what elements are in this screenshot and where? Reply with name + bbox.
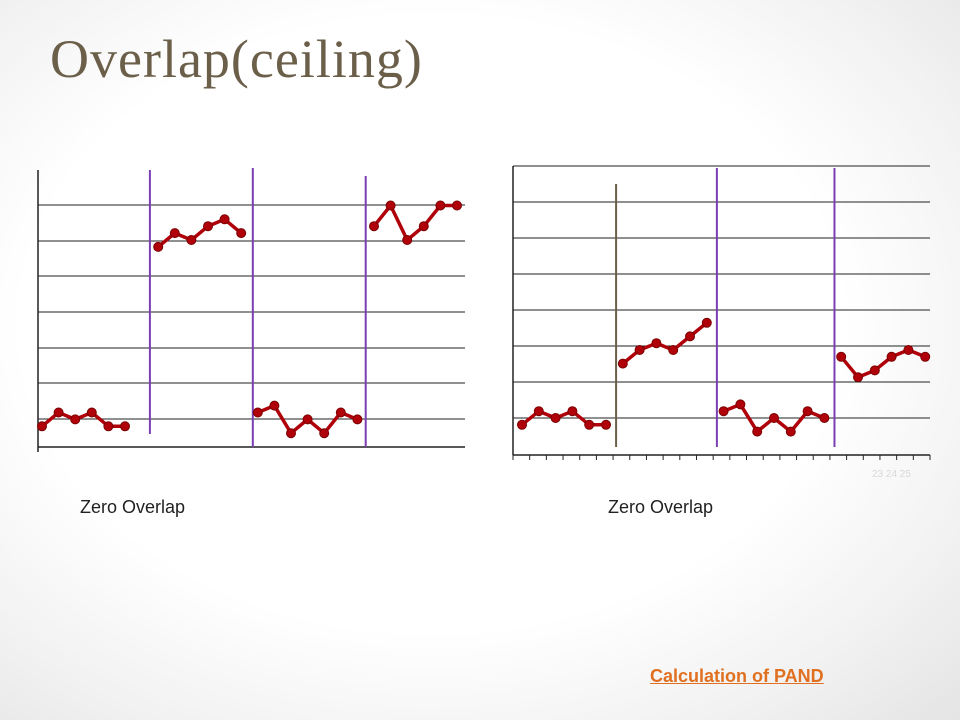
data-point (634, 345, 645, 355)
data-point (70, 414, 81, 425)
data-point (584, 419, 595, 430)
data-point (269, 400, 280, 411)
data-point (252, 407, 263, 418)
caption-left: Zero Overlap (80, 497, 186, 517)
data-point (617, 358, 628, 369)
data-point (550, 413, 561, 423)
slide-title: Overlap(ceiling) (50, 29, 423, 89)
data-point (385, 200, 396, 211)
data-point (517, 419, 527, 430)
data-point (769, 413, 779, 423)
series-line (839, 348, 926, 379)
pand-link[interactable]: Calculation of PAND (650, 666, 824, 686)
data-point (203, 221, 213, 232)
data-point (920, 351, 931, 362)
data-point (886, 351, 897, 362)
data-point (319, 428, 330, 439)
data-point (103, 421, 114, 432)
data-point (153, 241, 164, 252)
caption-right: Zero Overlap (608, 497, 714, 517)
data-point (785, 426, 796, 437)
data-point (819, 413, 830, 423)
data-point (120, 421, 130, 432)
data-point (369, 221, 379, 232)
data-point (169, 228, 180, 239)
data-point (219, 214, 230, 225)
data-point (567, 406, 578, 417)
faint-tick-labels: 23 24 25 (872, 469, 911, 480)
data-point (53, 407, 64, 418)
data-point (286, 428, 296, 439)
data-point (735, 399, 746, 410)
data-point (853, 372, 863, 383)
data-point (402, 235, 413, 245)
data-point (869, 365, 880, 376)
data-point (903, 345, 914, 355)
data-point (533, 406, 544, 417)
data-point (802, 406, 813, 417)
data-point (685, 331, 695, 342)
data-point (186, 235, 197, 245)
data-point (752, 426, 763, 437)
data-point (435, 200, 446, 211)
data-point (418, 221, 429, 232)
data-point (701, 317, 712, 328)
data-point (352, 414, 363, 425)
data-point (452, 200, 462, 211)
data-point (651, 338, 662, 349)
series-line (621, 321, 708, 365)
data-point (836, 351, 847, 362)
data-point (668, 345, 679, 355)
data-point (37, 421, 47, 432)
data-point (601, 419, 611, 430)
data-point (718, 406, 729, 417)
data-point (302, 414, 313, 425)
data-point (86, 407, 97, 418)
data-point (236, 228, 247, 239)
data-point (335, 407, 346, 418)
